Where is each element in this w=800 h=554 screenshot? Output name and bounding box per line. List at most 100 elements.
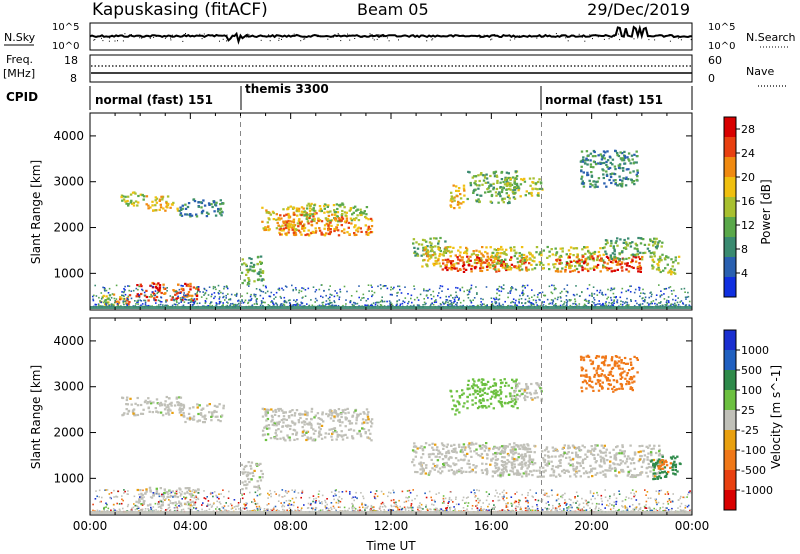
heatmap-cell <box>374 303 377 306</box>
heatmap-cell <box>105 295 108 298</box>
heatmap-cell <box>567 451 570 454</box>
heatmap-cell <box>598 291 601 294</box>
heatmap-cell <box>467 297 470 299</box>
heatmap-cell <box>263 433 267 436</box>
heatmap-cell <box>265 286 267 289</box>
heatmap-cell <box>503 463 506 466</box>
heatmap-cell <box>282 227 286 230</box>
heatmap-cell <box>480 259 484 262</box>
heatmap-cell <box>140 292 143 296</box>
heatmap-cell <box>546 464 549 467</box>
heatmap-cell <box>173 298 176 301</box>
heatmap-cell <box>247 278 251 282</box>
heatmap-cell <box>510 461 513 464</box>
heatmap-cell <box>521 291 524 294</box>
heatmap-cell <box>416 447 419 450</box>
heatmap-cell <box>305 217 308 220</box>
heatmap-cell <box>483 391 487 395</box>
heatmap-cell <box>477 187 480 190</box>
heatmap-cell <box>189 288 192 291</box>
heatmap-cell <box>319 428 322 431</box>
heatmap-cell <box>353 301 355 304</box>
noise-sky-trace <box>89 24 692 45</box>
heatmap-cell <box>259 462 262 465</box>
heatmap-cell <box>460 256 463 259</box>
heatmap-cell <box>596 255 600 258</box>
heatmap-cell <box>653 255 656 258</box>
heatmap-cell <box>145 203 148 206</box>
heatmap-cell <box>431 245 435 249</box>
heatmap-cell <box>475 286 477 288</box>
heatmap-cell <box>589 185 592 188</box>
heatmap-cell <box>597 303 599 305</box>
heatmap-cell <box>317 435 321 438</box>
heatmap-cell <box>453 404 456 407</box>
heatmap-cell <box>414 445 418 448</box>
heatmap-cell <box>473 266 477 269</box>
heatmap-cell <box>672 298 674 301</box>
heatmap-cell <box>282 415 286 418</box>
heatmap-cell <box>280 303 282 306</box>
heatmap-cell <box>292 224 295 227</box>
heatmap-cell <box>210 295 213 298</box>
heatmap-cell <box>459 259 462 262</box>
heatmap-cell <box>480 452 484 456</box>
heatmap-cell <box>337 305 340 307</box>
heatmap-cell <box>553 266 556 269</box>
heatmap-cell <box>611 301 614 304</box>
heatmap-cell <box>517 473 521 476</box>
heatmap-cell <box>463 446 466 449</box>
heatmap-cell <box>602 451 605 454</box>
heatmap-cell <box>653 242 656 245</box>
heatmap-cell <box>460 449 464 452</box>
heatmap-cell <box>510 463 514 467</box>
heatmap-cell <box>152 209 155 212</box>
heatmap-cell <box>480 262 484 265</box>
heatmap-cell <box>430 294 432 296</box>
heatmap-cell <box>452 184 455 187</box>
heatmap-cell <box>442 464 446 467</box>
heatmap-cell <box>149 206 152 209</box>
heatmap-cell <box>433 264 436 267</box>
heatmap-cell <box>609 175 613 179</box>
heatmap-cell <box>434 253 437 256</box>
heatmap-cell <box>438 252 442 256</box>
heatmap-cell <box>633 247 636 250</box>
heatmap-cell <box>430 242 433 245</box>
noise-search-label: N.Search <box>746 31 796 44</box>
heatmap-cell <box>204 301 207 303</box>
heatmap-cell <box>337 220 340 223</box>
heatmap-cell <box>189 301 192 304</box>
heatmap-cell <box>197 287 200 290</box>
heatmap-cell <box>192 286 196 289</box>
heatmap-cell <box>178 487 181 490</box>
heatmap-cell <box>524 464 527 467</box>
heatmap-cell <box>504 300 506 303</box>
heatmap-cell <box>333 415 336 418</box>
heatmap-cell <box>622 258 625 261</box>
heatmap-cell <box>556 267 559 271</box>
heatmap-cell <box>457 299 460 301</box>
heatmap-cell <box>531 459 534 462</box>
heatmap-cell <box>134 300 136 302</box>
heatmap-cell <box>586 154 590 157</box>
heatmap-cell <box>665 461 668 464</box>
heatmap-cell <box>651 267 654 270</box>
heatmap-cell <box>395 304 398 306</box>
heatmap-cell <box>147 207 150 210</box>
heatmap-cell <box>628 304 630 306</box>
heatmap-cell <box>302 296 304 299</box>
heatmap-cell <box>192 304 195 306</box>
heatmap-cell <box>287 216 291 219</box>
power-heatmap <box>90 113 692 310</box>
noise-search-point <box>320 36 322 38</box>
noise-search-point <box>376 38 378 40</box>
heatmap-cell <box>621 182 624 185</box>
heatmap-cell <box>259 479 263 482</box>
heatmap-cell <box>302 413 305 416</box>
heatmap-cell <box>276 421 279 424</box>
cpid-segment-3: normal (fast) 151 <box>545 93 663 107</box>
heatmap-cell <box>249 265 252 268</box>
heatmap-cell <box>579 464 582 467</box>
heatmap-cell <box>252 263 256 266</box>
